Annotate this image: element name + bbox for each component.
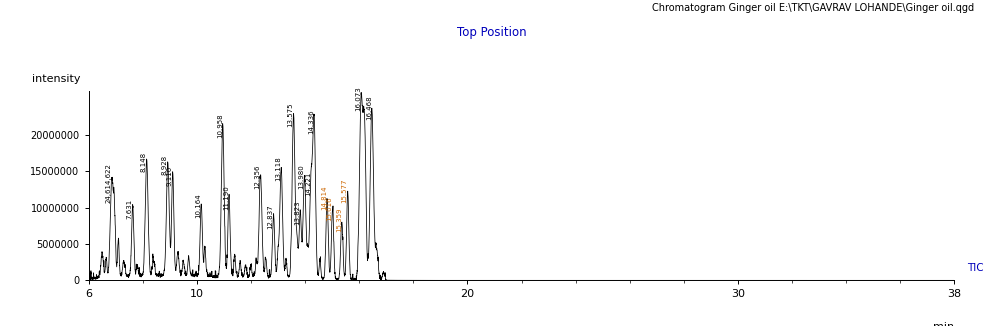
Text: 13.575: 13.575 bbox=[287, 102, 293, 127]
Text: 8.928: 8.928 bbox=[161, 155, 168, 175]
Text: 8.148: 8.148 bbox=[141, 152, 147, 172]
Text: 7.631: 7.631 bbox=[127, 199, 133, 219]
Text: TIC*1.00: TIC*1.00 bbox=[967, 263, 984, 273]
Text: 15.359: 15.359 bbox=[336, 208, 341, 232]
Text: min: min bbox=[934, 322, 954, 326]
Text: 10.958: 10.958 bbox=[216, 113, 222, 138]
Text: Top Position: Top Position bbox=[458, 26, 526, 39]
Text: 9.110: 9.110 bbox=[166, 166, 173, 186]
Text: 13.823: 13.823 bbox=[294, 200, 300, 225]
Text: 11.190: 11.190 bbox=[223, 186, 229, 211]
Text: Chromatogram Ginger oil E:\TKT\GAVRAV LOHANDE\Ginger oil.qgd: Chromatogram Ginger oil E:\TKT\GAVRAV LO… bbox=[652, 3, 974, 13]
Text: intensity: intensity bbox=[32, 74, 81, 84]
Text: 16.468: 16.468 bbox=[366, 95, 372, 120]
Text: 13.118: 13.118 bbox=[276, 156, 281, 181]
Text: 12.356: 12.356 bbox=[255, 164, 261, 188]
Text: 15.016: 15.016 bbox=[327, 197, 333, 221]
Text: 15.577: 15.577 bbox=[341, 179, 347, 203]
Text: 14.221: 14.221 bbox=[305, 171, 311, 196]
Text: 10.164: 10.164 bbox=[195, 193, 202, 218]
Text: 13.980: 13.980 bbox=[298, 164, 304, 189]
Text: 16.073: 16.073 bbox=[355, 87, 361, 111]
Text: 14.336: 14.336 bbox=[308, 110, 314, 134]
Text: 12.837: 12.837 bbox=[268, 204, 274, 229]
Text: 14.814: 14.814 bbox=[321, 186, 327, 210]
Text: 24,614,622: 24,614,622 bbox=[105, 164, 111, 203]
